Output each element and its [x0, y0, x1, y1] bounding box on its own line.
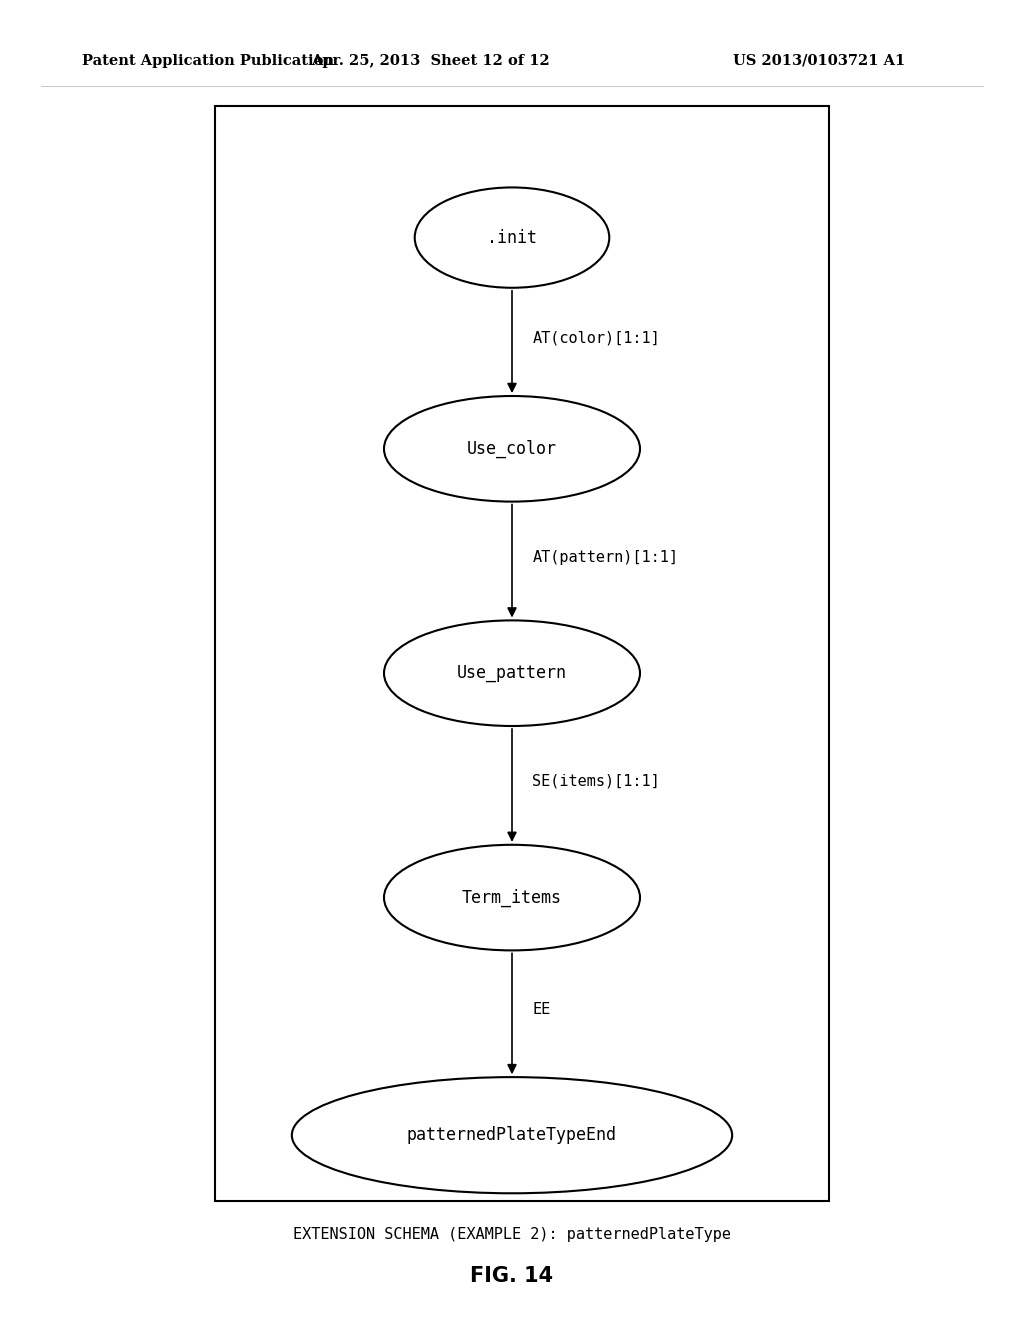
- Text: Patent Application Publication: Patent Application Publication: [82, 54, 334, 67]
- Ellipse shape: [384, 620, 640, 726]
- Text: AT(pattern)[1:1]: AT(pattern)[1:1]: [532, 549, 679, 565]
- Text: Use_color: Use_color: [467, 440, 557, 458]
- Ellipse shape: [384, 845, 640, 950]
- Ellipse shape: [415, 187, 609, 288]
- Bar: [215, 106, 829, 1201]
- Text: SE(items)[1:1]: SE(items)[1:1]: [532, 774, 660, 789]
- Text: Apr. 25, 2013  Sheet 12 of 12: Apr. 25, 2013 Sheet 12 of 12: [310, 54, 550, 67]
- Text: Term_items: Term_items: [462, 888, 562, 907]
- Text: AT(color)[1:1]: AT(color)[1:1]: [532, 330, 660, 346]
- Text: FIG. 14: FIG. 14: [470, 1266, 554, 1287]
- Text: EXTENSION SCHEMA (EXAMPLE 2): patternedPlateType: EXTENSION SCHEMA (EXAMPLE 2): patternedP…: [293, 1226, 731, 1242]
- Ellipse shape: [384, 396, 640, 502]
- Ellipse shape: [292, 1077, 732, 1193]
- Text: EE: EE: [532, 1002, 551, 1018]
- Text: Use_pattern: Use_pattern: [457, 664, 567, 682]
- Text: patternedPlateTypeEnd: patternedPlateTypeEnd: [407, 1126, 617, 1144]
- Text: .init: .init: [487, 228, 537, 247]
- Text: US 2013/0103721 A1: US 2013/0103721 A1: [733, 54, 905, 67]
